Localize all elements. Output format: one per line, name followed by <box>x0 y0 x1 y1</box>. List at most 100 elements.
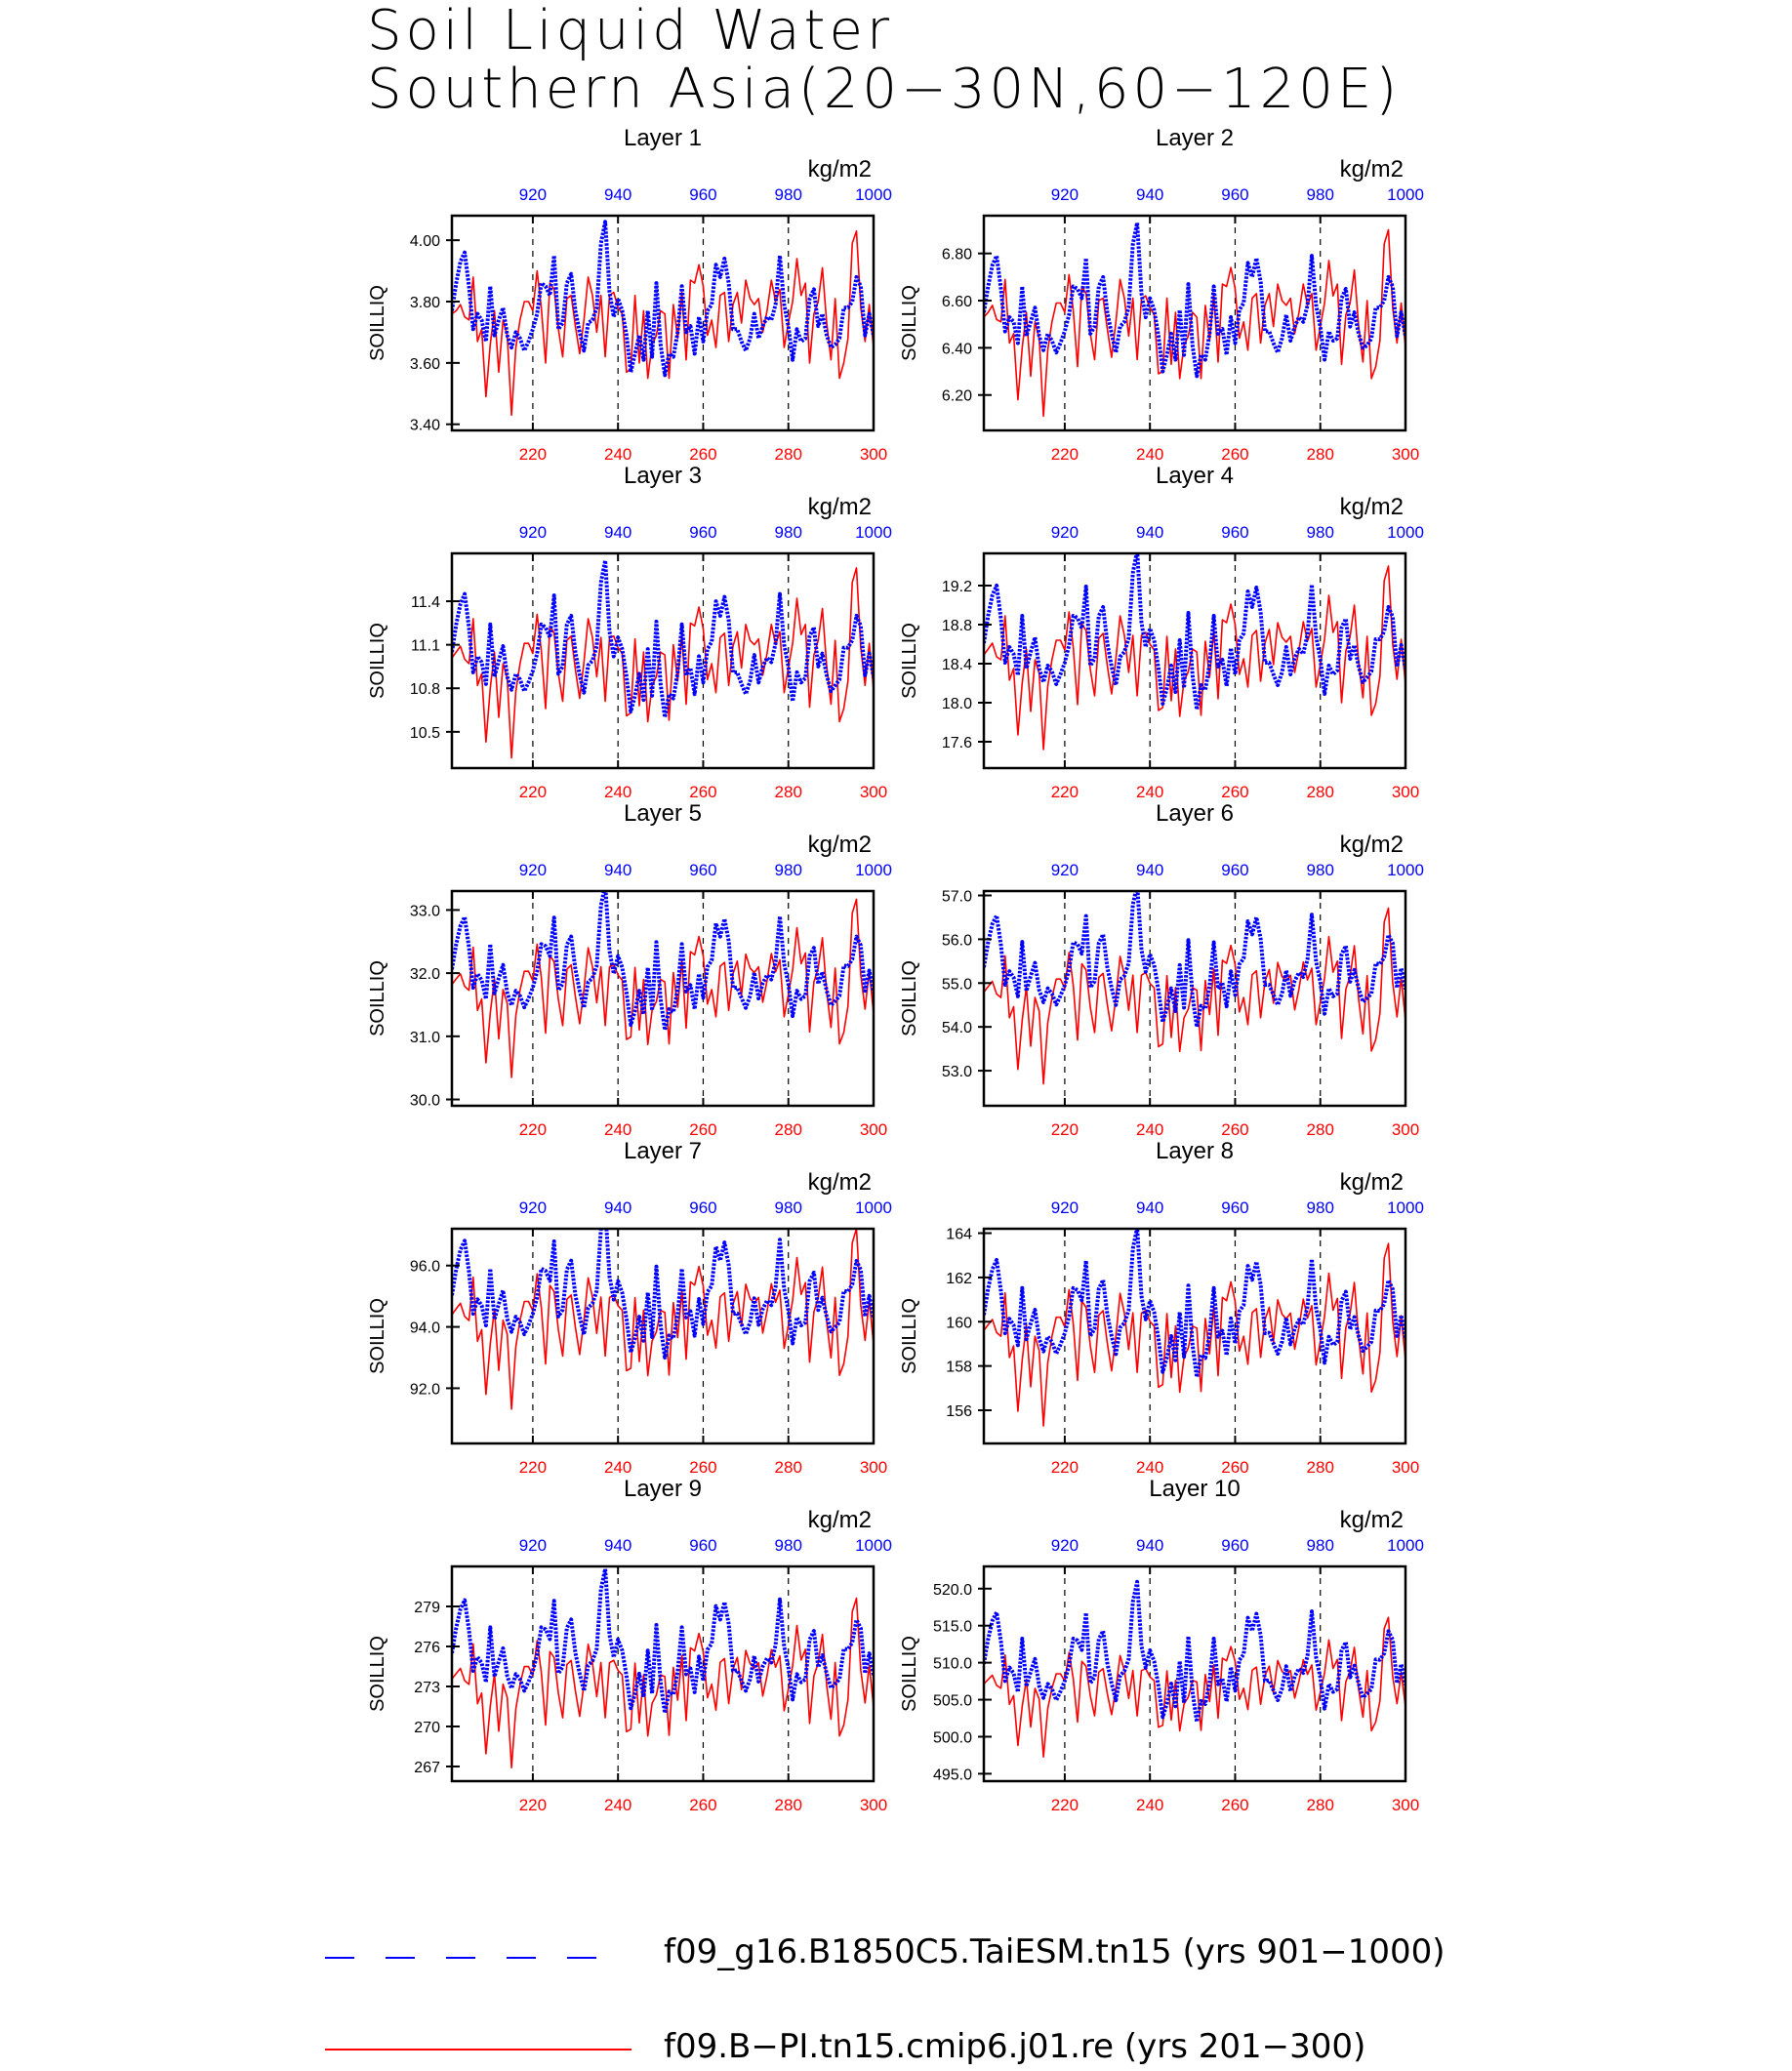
plot-frame <box>450 1227 876 1445</box>
x-tick-label-top: 1000 <box>1387 1198 1424 1217</box>
x-tick-label-bottom: 280 <box>1307 1120 1334 1139</box>
units-label: kg/m2 <box>1340 1169 1404 1196</box>
plot-frame <box>450 551 876 770</box>
series-line-red <box>452 229 874 417</box>
x-tick-label-top: 940 <box>1136 1198 1163 1217</box>
y-axis-label: SOILLIQ <box>367 1298 388 1374</box>
x-tick-label-top: 920 <box>1051 1198 1079 1217</box>
x-tick-label-bottom: 240 <box>1136 1458 1163 1477</box>
y-axis-label: SOILLIQ <box>899 960 920 1036</box>
x-tick-label-bottom: 280 <box>775 445 802 464</box>
x-tick-label-top: 980 <box>775 1198 802 1217</box>
chart-panel-2: Layer 2 kg/m2 SOILLIQ 220 240 260 280 300 920 940… <box>899 125 1424 464</box>
x-tick-label-bottom: 240 <box>604 783 631 801</box>
panel-title: Layer 9 <box>624 1476 702 1502</box>
y-tick-label: 18.8 <box>942 618 972 634</box>
x-tick-label-top: 980 <box>1307 523 1334 542</box>
y-tick-label: 96.0 <box>410 1259 440 1276</box>
chart-panel-3: Layer 3 kg/m2 SOILLIQ 220 240 260 280 300 920 940… <box>367 463 892 801</box>
x-tick-label-bottom: 240 <box>1136 1120 1163 1139</box>
y-tick-label: 515.0 <box>933 1619 972 1636</box>
units-label: kg/m2 <box>1340 1507 1404 1533</box>
plot-frame <box>450 214 876 432</box>
plot-frame <box>982 1227 1407 1445</box>
panel-title: Layer 3 <box>624 463 702 489</box>
x-tick-label-top: 980 <box>775 523 802 542</box>
x-tick-label-bottom: 260 <box>1221 783 1248 801</box>
x-tick-label-top: 940 <box>1136 1536 1163 1555</box>
x-tick-label-bottom: 220 <box>1051 1120 1079 1139</box>
figure-subtitle: Southern Asia(20−30N,60−120E) <box>367 58 1402 121</box>
plot-frame <box>450 1564 876 1783</box>
chart-panel-6: Layer 6 kg/m2 SOILLIQ 220 240 260 280 300 920 940… <box>899 800 1424 1139</box>
x-tick-label-bottom: 280 <box>1307 783 1334 801</box>
x-tick-label-bottom: 300 <box>1392 445 1419 464</box>
x-tick-label-top: 960 <box>689 523 716 542</box>
x-tick-label-top: 940 <box>604 1198 631 1217</box>
units-label: kg/m2 <box>808 156 872 183</box>
y-tick-label: 18.4 <box>942 657 972 673</box>
chart-panel-8: Layer 8 kg/m2 SOILLIQ 220 240 260 280 300 920 940… <box>899 1138 1424 1477</box>
y-tick-label: 164 <box>946 1227 972 1243</box>
panel-title: Layer 6 <box>1156 800 1234 827</box>
series-line-red <box>452 567 874 759</box>
x-tick-label-bottom: 260 <box>1221 1458 1248 1477</box>
x-tick-label-bottom: 240 <box>604 1458 631 1477</box>
units-label: kg/m2 <box>1340 832 1404 858</box>
x-tick-label-top: 1000 <box>855 523 892 542</box>
x-tick-label-top: 940 <box>604 1536 631 1555</box>
panels-group: Layer 1 kg/m2 SOILLIQ 220 240 260 280 300 920 940… <box>367 125 1424 1814</box>
x-tick-label-top: 1000 <box>855 1198 892 1217</box>
x-tick-label-bottom: 300 <box>1392 783 1419 801</box>
y-tick-label: 6.80 <box>942 247 972 264</box>
x-tick-label-bottom: 300 <box>1392 1458 1419 1477</box>
series-line-blue <box>984 1579 1405 1725</box>
y-axis-label: SOILLIQ <box>899 1636 920 1712</box>
series-line-blue <box>452 1566 874 1716</box>
x-tick-label-top: 960 <box>1221 185 1248 204</box>
y-tick-label: 94.0 <box>410 1320 440 1337</box>
x-tick-label-top: 1000 <box>855 861 892 879</box>
x-tick-label-bottom: 220 <box>1051 783 1079 801</box>
y-tick-label: 30.0 <box>410 1093 440 1110</box>
y-axis-label: SOILLIQ <box>899 1298 920 1374</box>
x-tick-label-bottom: 300 <box>1392 1796 1419 1814</box>
y-tick-label: 156 <box>946 1403 972 1420</box>
y-tick-label: 6.20 <box>942 388 972 405</box>
x-tick-label-bottom: 260 <box>1221 1120 1248 1139</box>
y-tick-label: 31.0 <box>410 1030 440 1046</box>
y-tick-label: 4.00 <box>410 233 440 250</box>
x-tick-label-top: 980 <box>1307 1536 1334 1555</box>
y-tick-label: 276 <box>414 1640 440 1656</box>
units-label: kg/m2 <box>1340 494 1404 520</box>
chart-panel-5: Layer 5 kg/m2 SOILLIQ 220 240 260 280 300 920 940… <box>367 800 892 1139</box>
x-tick-label-bottom: 220 <box>1051 1796 1079 1814</box>
y-tick-label: 505.0 <box>933 1693 972 1710</box>
y-axis-label: SOILLIQ <box>367 960 388 1036</box>
x-tick-label-bottom: 260 <box>689 1796 716 1814</box>
x-tick-label-top: 960 <box>1221 523 1248 542</box>
y-tick-label: 273 <box>414 1680 440 1696</box>
x-tick-label-bottom: 220 <box>1051 1458 1079 1477</box>
y-tick-label: 267 <box>414 1760 440 1776</box>
series-line-blue <box>452 558 874 719</box>
x-tick-label-bottom: 300 <box>860 1458 887 1477</box>
y-tick-label: 158 <box>946 1360 972 1376</box>
y-tick-label: 11.4 <box>411 594 440 611</box>
x-tick-label-bottom: 260 <box>1221 445 1248 464</box>
panel-title: Layer 1 <box>624 125 702 151</box>
series-line-red <box>452 1229 874 1410</box>
x-tick-label-bottom: 280 <box>775 1120 802 1139</box>
x-tick-label-top: 960 <box>1221 1198 1248 1217</box>
series-line-blue <box>452 220 874 378</box>
y-tick-label: 6.40 <box>942 341 972 357</box>
y-axis-label: SOILLIQ <box>367 1636 388 1712</box>
y-tick-label: 17.6 <box>942 735 972 751</box>
x-tick-label-bottom: 300 <box>860 445 887 464</box>
x-tick-label-bottom: 260 <box>689 1458 716 1477</box>
x-tick-label-top: 920 <box>519 1198 547 1217</box>
x-tick-label-top: 940 <box>1136 861 1163 879</box>
x-tick-label-top: 920 <box>1051 1536 1079 1555</box>
series-line-red <box>984 1616 1405 1758</box>
chart-panel-9: Layer 9 kg/m2 SOILLIQ 220 240 260 280 300 920 940… <box>367 1476 892 1814</box>
